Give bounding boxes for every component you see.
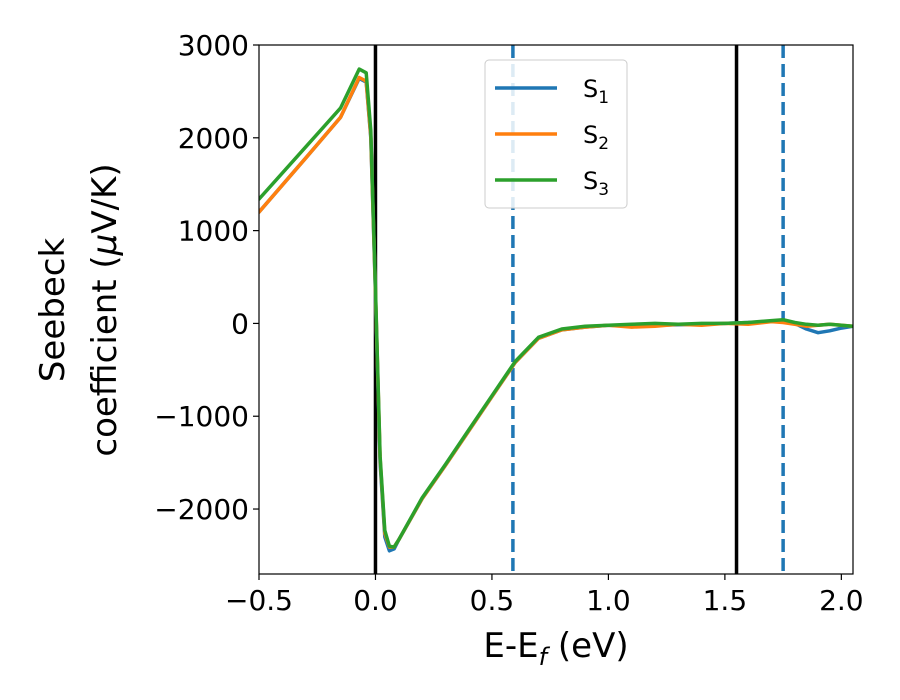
legend-label-s2: S2 [583,121,609,154]
y-axis-label: Seebeck coefficient (μV/K) [33,163,125,456]
x-tick-label: 0.5 [470,584,515,617]
y-axis-label-line1: Seebeck [33,238,73,383]
x-tick-label: 1.5 [703,584,748,617]
y-axis-label-line2: coefficient (μV/K) [85,163,125,456]
x-axis-label: E-Ef (eV) [483,626,628,671]
x-tick-label: 0.0 [353,584,398,617]
y-tick-label: 2000 [178,122,249,155]
y-tick-label: −1000 [154,400,249,433]
y-axis: −2000 −1000 0 1000 2000 3000 [154,29,259,526]
y-tick-label: 0 [231,307,249,340]
series-line-s3 [259,67,853,549]
legend: S1 S2 S3 [484,59,628,209]
x-tick-label: 2.0 [819,584,864,617]
y-tick-label: −2000 [154,493,249,526]
plot-frame [258,44,854,575]
x-tick-label: −0.5 [225,584,293,617]
legend-label-s3: S3 [583,167,609,200]
y-tick-label: 1000 [178,215,249,248]
legend-label-s1: S1 [583,75,609,108]
series-group [259,67,853,553]
y-tick-label: 3000 [178,29,249,62]
x-tick-label: 1.0 [586,584,631,617]
x-axis: −0.5 0.0 0.5 1.0 1.5 2.0 [225,574,864,617]
